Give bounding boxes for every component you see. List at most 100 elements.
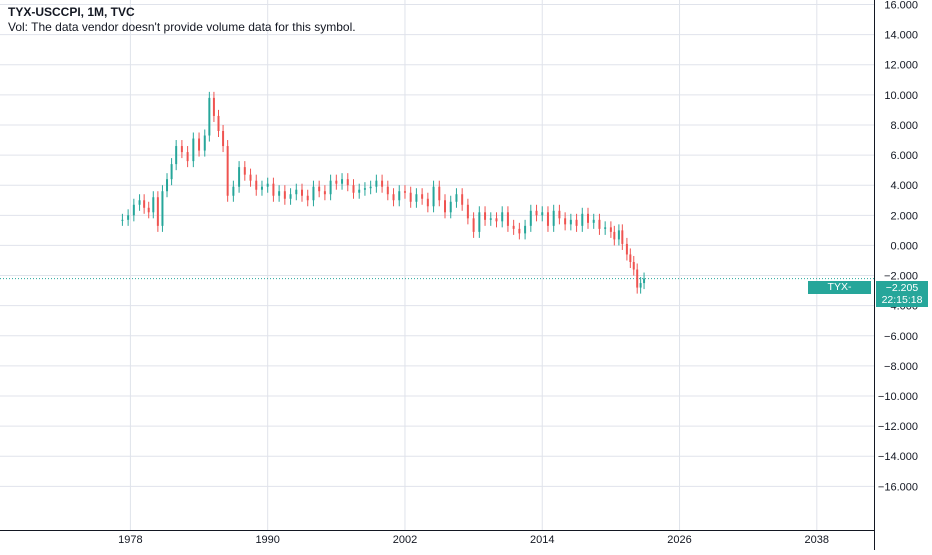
candle-body: [318, 186, 321, 192]
x-tick-label: 2026: [667, 534, 691, 546]
y-tick-label: −16.000: [878, 481, 918, 493]
candle-body: [472, 218, 475, 232]
candle-body: [143, 200, 146, 208]
candle-body: [512, 225, 515, 229]
candle-body: [639, 283, 642, 288]
candle-body: [541, 212, 544, 216]
candle-body: [323, 191, 326, 195]
candle-body: [392, 194, 395, 201]
candle-body: [535, 210, 538, 216]
y-tick-label: −12.000: [878, 421, 918, 433]
last-price-tag: −2.205 22:15:18: [876, 281, 928, 307]
y-tick-label: −8.000: [884, 361, 918, 373]
candle-body: [272, 183, 275, 196]
candle-body: [432, 186, 435, 207]
candle-body: [558, 210, 561, 219]
candle-body: [238, 167, 241, 187]
candle-body: [444, 200, 447, 213]
candle-body: [604, 227, 607, 229]
candle-body: [203, 135, 206, 151]
candle-body: [438, 186, 441, 201]
candle-body: [166, 179, 169, 192]
series-name-label: TYX-USCCPI: [819, 281, 860, 306]
candle-body: [170, 164, 173, 180]
candle-body: [636, 269, 639, 288]
candle-body: [295, 189, 298, 195]
candle-body: [501, 212, 504, 222]
candle-body: [552, 210, 555, 226]
symbol-title[interactable]: TYX-USCCPI, 1M, TVC: [8, 5, 135, 19]
series-name-tag[interactable]: TYX-USCCPI: [808, 281, 871, 306]
y-tick-label: −10.000: [878, 391, 918, 403]
candle-body: [575, 219, 578, 226]
candle-body: [363, 188, 366, 190]
x-tick-label: 2014: [530, 534, 554, 546]
y-tick-label: 6.000: [890, 150, 918, 162]
candle-body: [283, 191, 286, 199]
candle-body: [569, 219, 572, 225]
candle-body: [466, 204, 469, 219]
x-tick-label: 1990: [255, 534, 279, 546]
candle-body: [249, 174, 252, 181]
candle-body: [243, 167, 246, 175]
candle-body: [461, 194, 464, 205]
candle-body: [546, 212, 549, 226]
y-tick-label: 10.000: [884, 90, 918, 102]
candle-body: [617, 230, 620, 240]
candle-body: [121, 219, 124, 221]
candle-body: [341, 179, 344, 184]
candle-body: [409, 192, 412, 202]
candle-body: [352, 185, 355, 193]
bar-countdown: 22:15:18: [881, 294, 923, 306]
candle-body: [312, 186, 315, 201]
candle-body: [255, 180, 258, 190]
candle-body: [260, 186, 263, 190]
candle-body: [621, 230, 624, 244]
last-price-value: −2.205: [885, 282, 919, 294]
candle-body: [152, 197, 155, 213]
candle-body: [138, 200, 141, 205]
candle-body: [484, 212, 487, 220]
candle-body: [175, 146, 178, 165]
chart-legend: TYX-USCCPI, 1M, TVC Vol: The data vendor…: [8, 5, 356, 35]
volume-note: Vol: The data vendor doesn't provide vol…: [8, 20, 356, 34]
candle-body: [398, 191, 401, 201]
candle-body: [643, 278, 646, 284]
candle-body: [132, 204, 135, 216]
candle-body: [426, 198, 429, 207]
candle-body: [506, 212, 509, 226]
candle-body: [495, 218, 498, 222]
y-tick-label: 14.000: [884, 30, 918, 42]
x-tick-label: 2002: [393, 534, 417, 546]
candle-body: [592, 219, 595, 223]
y-tick-label: 16.000: [884, 0, 918, 12]
candle-body: [208, 97, 211, 136]
candle-body: [564, 218, 567, 225]
candle-body: [306, 195, 309, 201]
y-tick-label: 4.000: [890, 180, 918, 192]
candle-body: [381, 180, 384, 187]
candle-body: [587, 213, 590, 223]
candle-body: [147, 207, 150, 213]
candle-body: [226, 146, 229, 196]
candle-body: [609, 227, 612, 232]
candle-body: [161, 191, 164, 226]
candle-body: [529, 210, 532, 226]
candle-body: [358, 189, 361, 193]
candle-body: [625, 243, 628, 255]
candle-body: [335, 180, 338, 184]
candle-body: [217, 115, 220, 131]
candle-body: [415, 194, 418, 202]
candle-body: [289, 194, 292, 199]
candle-body: [375, 180, 378, 187]
y-tick-label: 2.000: [890, 210, 918, 222]
candle-body: [632, 261, 635, 270]
candle-body: [198, 138, 201, 151]
candle-body: [598, 219, 601, 229]
candle-body: [278, 191, 281, 196]
candle-body: [524, 225, 527, 234]
y-tick-label: −2.000: [884, 271, 918, 283]
candle-body: [212, 97, 215, 116]
